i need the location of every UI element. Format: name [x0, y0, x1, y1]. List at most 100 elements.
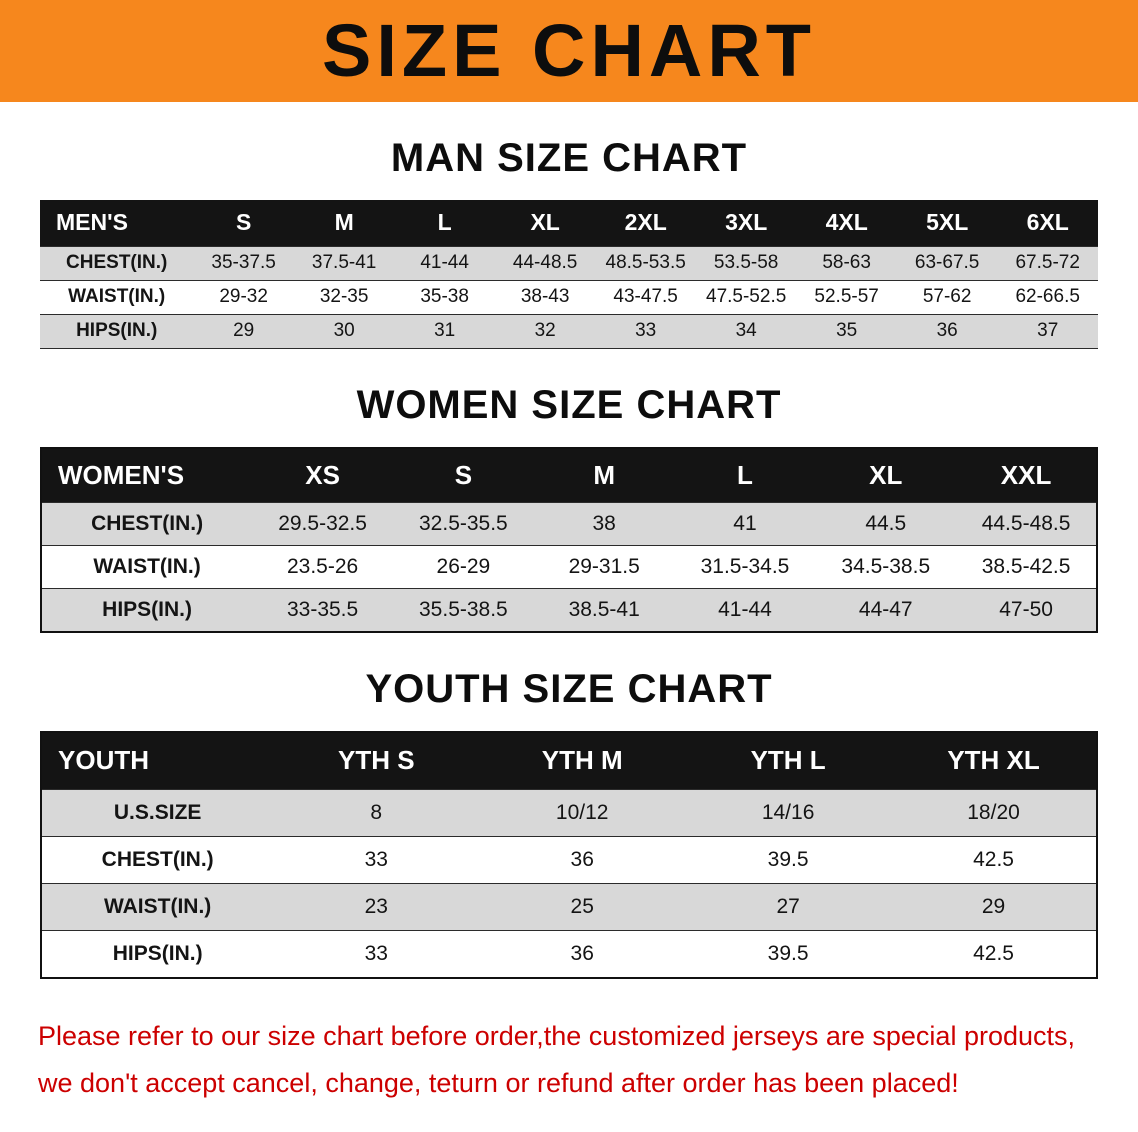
- disclaimer-line-1: Please refer to our size chart before or…: [38, 1020, 1076, 1051]
- table-header-row: MEN'S S M L XL 2XL 3XL 4XL 5XL 6XL: [40, 200, 1098, 246]
- size-column-header: XL: [494, 200, 596, 246]
- size-value: 37.5-41: [311, 252, 377, 273]
- section-youth: YOUTH SIZE CHART YOUTH YTH S YTH M YTH L YTH…: [0, 667, 1138, 979]
- size-column-header: XS: [252, 447, 393, 503]
- size-value: 67.5-72: [1015, 252, 1080, 273]
- size-value: 29-31.5: [568, 555, 640, 578]
- section-men: MAN SIZE CHART MEN'S S M L XL 2XL 3XL 4XL 5XL 6XL…: [0, 136, 1138, 349]
- size-value: 35-38: [420, 286, 469, 307]
- size-value: 62-66.5: [1015, 286, 1080, 307]
- size-value: 33: [364, 848, 388, 871]
- size-column-header: L: [394, 200, 495, 246]
- size-value: 27: [776, 895, 800, 918]
- size-value: 30: [333, 320, 355, 341]
- size-value: 35.5-38.5: [419, 597, 508, 621]
- row-label: U.S.SIZE: [113, 801, 202, 824]
- youth-size-table: YOUTH YTH S YTH M YTH L YTH XL U.S.SIZE 8 10/12…: [40, 730, 1098, 979]
- size-value: 58-63: [822, 252, 871, 273]
- size-value: 38.5-42.5: [981, 555, 1071, 578]
- size-value: 35: [836, 320, 858, 341]
- size-value: 47-50: [999, 597, 1053, 621]
- size-value: 33: [364, 941, 388, 965]
- size-value: 39.5: [767, 941, 809, 965]
- size-value: 32-35: [319, 286, 369, 307]
- size-value: 35-37.5: [211, 252, 276, 273]
- row-label: WAIST(IN.): [93, 555, 201, 578]
- section-women: WOMEN SIZE CHART WOMEN'S XS S M L XL XXL CHEST(…: [0, 383, 1138, 633]
- table-row: CHEST(IN.) 33 36 39.5 42.5: [41, 836, 1097, 884]
- row-label: HIPS(IN.): [112, 941, 203, 965]
- size-value: 39.5: [767, 848, 809, 871]
- disclaimer-text: Please refer to our size chart before or…: [38, 1013, 1100, 1108]
- size-value: 57-62: [922, 286, 972, 307]
- table-corner-label: MEN'S: [40, 200, 194, 246]
- size-value: 36: [570, 941, 594, 965]
- size-value: 32.5-35.5: [419, 512, 508, 535]
- table-row: CHEST(IN.) 35-37.5 37.5-41 41-44 44-48.5 48.5…: [40, 246, 1098, 280]
- size-value: 23: [364, 895, 388, 918]
- size-value: 14/16: [761, 801, 815, 824]
- size-value: 52.5-57: [814, 286, 879, 307]
- table-row: WAIST(IN.) 23.5-26 26-29 29-31.5 31.5-34.5 34…: [41, 545, 1097, 589]
- size-column-header: XL: [815, 447, 957, 503]
- size-column-header: YTH XL: [891, 731, 1097, 790]
- size-value: 44.5: [865, 512, 907, 535]
- row-label: HIPS(IN.): [102, 597, 193, 621]
- table-corner-label: WOMEN'S: [41, 447, 253, 503]
- table-row: WAIST(IN.) 29-32 32-35 35-38 38-43 43-47.5 47.…: [40, 280, 1098, 314]
- size-value: 10/12: [555, 801, 609, 824]
- size-value: 31: [434, 320, 456, 341]
- size-value: 44-48.5: [512, 252, 578, 273]
- size-value: 48.5-53.5: [605, 252, 686, 273]
- row-label: HIPS(IN.): [76, 320, 158, 341]
- size-value: 33: [635, 320, 657, 341]
- row-label: CHEST(IN.): [91, 512, 204, 535]
- size-column-header: S: [193, 200, 294, 246]
- size-column-header: YTH S: [273, 731, 480, 790]
- size-value: 53.5-58: [713, 252, 779, 273]
- table-corner-label: YOUTH: [41, 731, 274, 790]
- size-value: 29: [981, 895, 1006, 918]
- size-value: 34: [735, 320, 757, 341]
- size-value: 37: [1037, 320, 1059, 341]
- size-value: 25: [570, 895, 594, 918]
- size-value: 42.5: [973, 941, 1014, 965]
- size-value: 41-44: [718, 597, 772, 621]
- size-column-header: 6XL: [997, 200, 1098, 246]
- table-header-row: WOMEN'S XS S M L XL XXL: [41, 447, 1097, 503]
- women-size-table: WOMEN'S XS S M L XL XXL CHEST(IN.) 29.5-32.5 32.5…: [40, 446, 1098, 633]
- size-value: 34.5-38.5: [841, 555, 931, 578]
- size-column-header: XXL: [956, 447, 1097, 503]
- size-column-header: S: [392, 447, 534, 503]
- size-value: 38.5-41: [568, 597, 640, 621]
- table-row: U.S.SIZE 8 10/12 14/16 18/20: [41, 789, 1097, 837]
- page-title: SIZE CHART: [322, 9, 816, 92]
- size-value: 26-29: [436, 555, 491, 578]
- size-value: 33-35.5: [286, 597, 359, 621]
- size-column-header: M: [293, 200, 395, 246]
- size-value: 29.5-32.5: [278, 512, 367, 535]
- table-row: HIPS(IN.) 33-35.5 35.5-38.5 38.5-41 41-44 44-…: [41, 588, 1097, 632]
- size-value: 41-44: [420, 252, 469, 273]
- row-label: WAIST(IN.): [68, 286, 166, 307]
- row-label: CHEST(IN.): [101, 848, 214, 871]
- size-column-header: M: [533, 447, 675, 503]
- row-label: WAIST(IN.): [103, 895, 212, 918]
- size-value: 31.5-34.5: [700, 555, 790, 578]
- size-column-header: 3XL: [695, 200, 797, 246]
- row-label: CHEST(IN.): [66, 252, 168, 273]
- table-row: HIPS(IN.) 33 36 39.5 42.5: [41, 930, 1097, 978]
- size-value: 42.5: [973, 848, 1014, 871]
- banner: SIZE CHART: [0, 0, 1138, 102]
- size-value: 47.5-52.5: [706, 286, 787, 307]
- size-value: 41: [733, 512, 757, 535]
- size-value: 44-47: [858, 597, 913, 621]
- size-column-header: YTH L: [685, 731, 892, 790]
- size-column-header: 4XL: [796, 200, 897, 246]
- size-value: 32: [534, 320, 556, 341]
- size-column-header: 5XL: [896, 200, 998, 246]
- table-row: CHEST(IN.) 29.5-32.5 32.5-35.5 38 41 44.5 44.5…: [41, 502, 1097, 546]
- disclaimer-line-2: we don't accept cancel, change, teturn o…: [38, 1067, 959, 1098]
- size-column-header: 2XL: [595, 200, 696, 246]
